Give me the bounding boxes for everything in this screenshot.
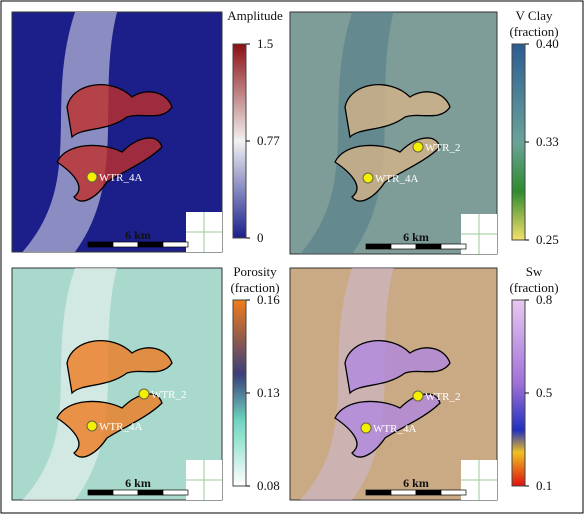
scale-segment (366, 490, 391, 495)
scale-segment (441, 490, 466, 495)
scale-segment (391, 490, 416, 495)
colorbar-tick-label: 0.08 (257, 478, 280, 493)
well-marker (363, 173, 373, 183)
colorbar-title: V Clay (516, 8, 553, 23)
scale-segment (416, 490, 441, 495)
well-label: WTR_4A (375, 173, 418, 185)
colorbar (233, 300, 246, 486)
colorbar-tick-label: 0 (257, 230, 264, 245)
scale-segment (391, 244, 416, 249)
colorbar-tick-label: 0.40 (536, 36, 559, 51)
scale-segment (366, 244, 391, 249)
colorbar-title: Porosity (233, 264, 277, 279)
colorbar-tick-label: 0.33 (536, 134, 559, 149)
well-marker (413, 391, 423, 401)
colorbar-tick-label: 0.25 (536, 232, 559, 247)
scale-segment (88, 490, 113, 495)
scale-label: 6 km (125, 228, 151, 242)
well-label: WTR_4A (99, 172, 142, 184)
scale-segment (138, 242, 163, 247)
well-label: WTR_2 (425, 142, 460, 154)
colorbar-tick-label: 0.8 (536, 292, 552, 307)
scale-segment (163, 242, 188, 247)
well-marker (413, 142, 423, 152)
colorbar-tick-label: 0.5 (536, 385, 552, 400)
map-panel: WTR_2 WTR_4A 6 km (290, 12, 497, 254)
scale-label: 6 km (403, 476, 429, 490)
colorbar (512, 44, 525, 240)
scale-segment (138, 490, 163, 495)
colorbar-tick-label: 0.16 (257, 292, 280, 307)
map-panel: WTR_4A 6 km (12, 12, 222, 252)
colorbar (233, 44, 246, 238)
scale-segment (113, 242, 138, 247)
well-marker (139, 389, 149, 399)
well-marker (361, 423, 371, 433)
colorbar-tick-label: 0.1 (536, 478, 552, 493)
scale-segment (88, 242, 113, 247)
scale-segment (163, 490, 188, 495)
figure: WTR_4A 6 km Amplitude 1.5 0.77 0 WTR_2 WTR_4A 6 … (0, 0, 584, 514)
colorbar-tick-label: 1.5 (257, 36, 273, 51)
colorbar-tick-label: 0.13 (257, 385, 280, 400)
colorbar-title: Amplitude (227, 8, 283, 23)
scale-segment (416, 244, 441, 249)
scale-segment (441, 244, 466, 249)
well-label: WTR_4A (373, 423, 416, 435)
map-panel: WTR_2 WTR_4A 6 km (12, 268, 222, 500)
scale-label: 6 km (125, 476, 151, 490)
map-panel: WTR_2 WTR_4A 6 km (290, 268, 497, 500)
scale-segment (113, 490, 138, 495)
well-label: WTR_2 (425, 391, 460, 403)
well-marker (87, 421, 97, 431)
colorbar-tick-label: 0.77 (257, 133, 280, 148)
well-marker (87, 172, 97, 182)
colorbar (512, 300, 525, 486)
well-label: WTR_2 (151, 389, 186, 401)
scale-label: 6 km (403, 230, 429, 244)
well-label: WTR_4A (99, 421, 142, 433)
colorbar-title: Sw (526, 264, 543, 279)
